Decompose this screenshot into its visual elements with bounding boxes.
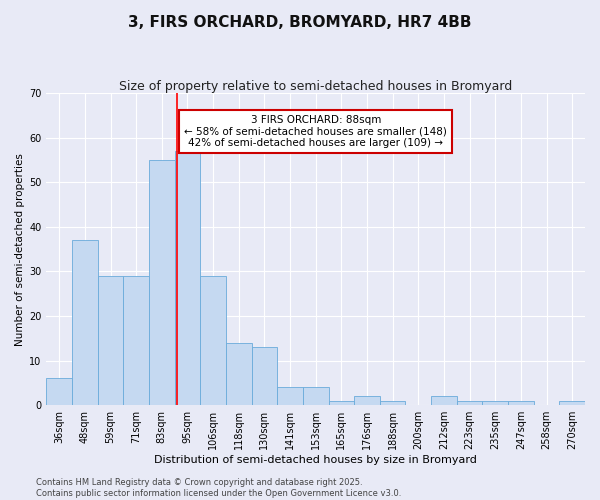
Y-axis label: Number of semi-detached properties: Number of semi-detached properties <box>15 152 25 346</box>
Bar <box>508 400 534 405</box>
Bar <box>303 388 329 405</box>
Bar <box>559 400 585 405</box>
Bar <box>251 347 277 405</box>
Bar <box>380 400 406 405</box>
Bar <box>354 396 380 405</box>
Title: Size of property relative to semi-detached houses in Bromyard: Size of property relative to semi-detach… <box>119 80 512 93</box>
Bar <box>72 240 98 405</box>
Bar <box>226 343 251 405</box>
Text: 3 FIRS ORCHARD: 88sqm
← 58% of semi-detached houses are smaller (148)
42% of sem: 3 FIRS ORCHARD: 88sqm ← 58% of semi-deta… <box>184 115 447 148</box>
Bar <box>431 396 457 405</box>
Bar <box>482 400 508 405</box>
Text: 3, FIRS ORCHARD, BROMYARD, HR7 4BB: 3, FIRS ORCHARD, BROMYARD, HR7 4BB <box>128 15 472 30</box>
Bar <box>124 276 149 405</box>
X-axis label: Distribution of semi-detached houses by size in Bromyard: Distribution of semi-detached houses by … <box>154 455 477 465</box>
Bar <box>98 276 124 405</box>
Bar <box>46 378 72 405</box>
Bar <box>175 151 200 405</box>
Bar <box>329 400 354 405</box>
Bar <box>277 388 303 405</box>
Text: Contains HM Land Registry data © Crown copyright and database right 2025.
Contai: Contains HM Land Registry data © Crown c… <box>36 478 401 498</box>
Bar <box>200 276 226 405</box>
Bar <box>149 160 175 405</box>
Bar <box>457 400 482 405</box>
